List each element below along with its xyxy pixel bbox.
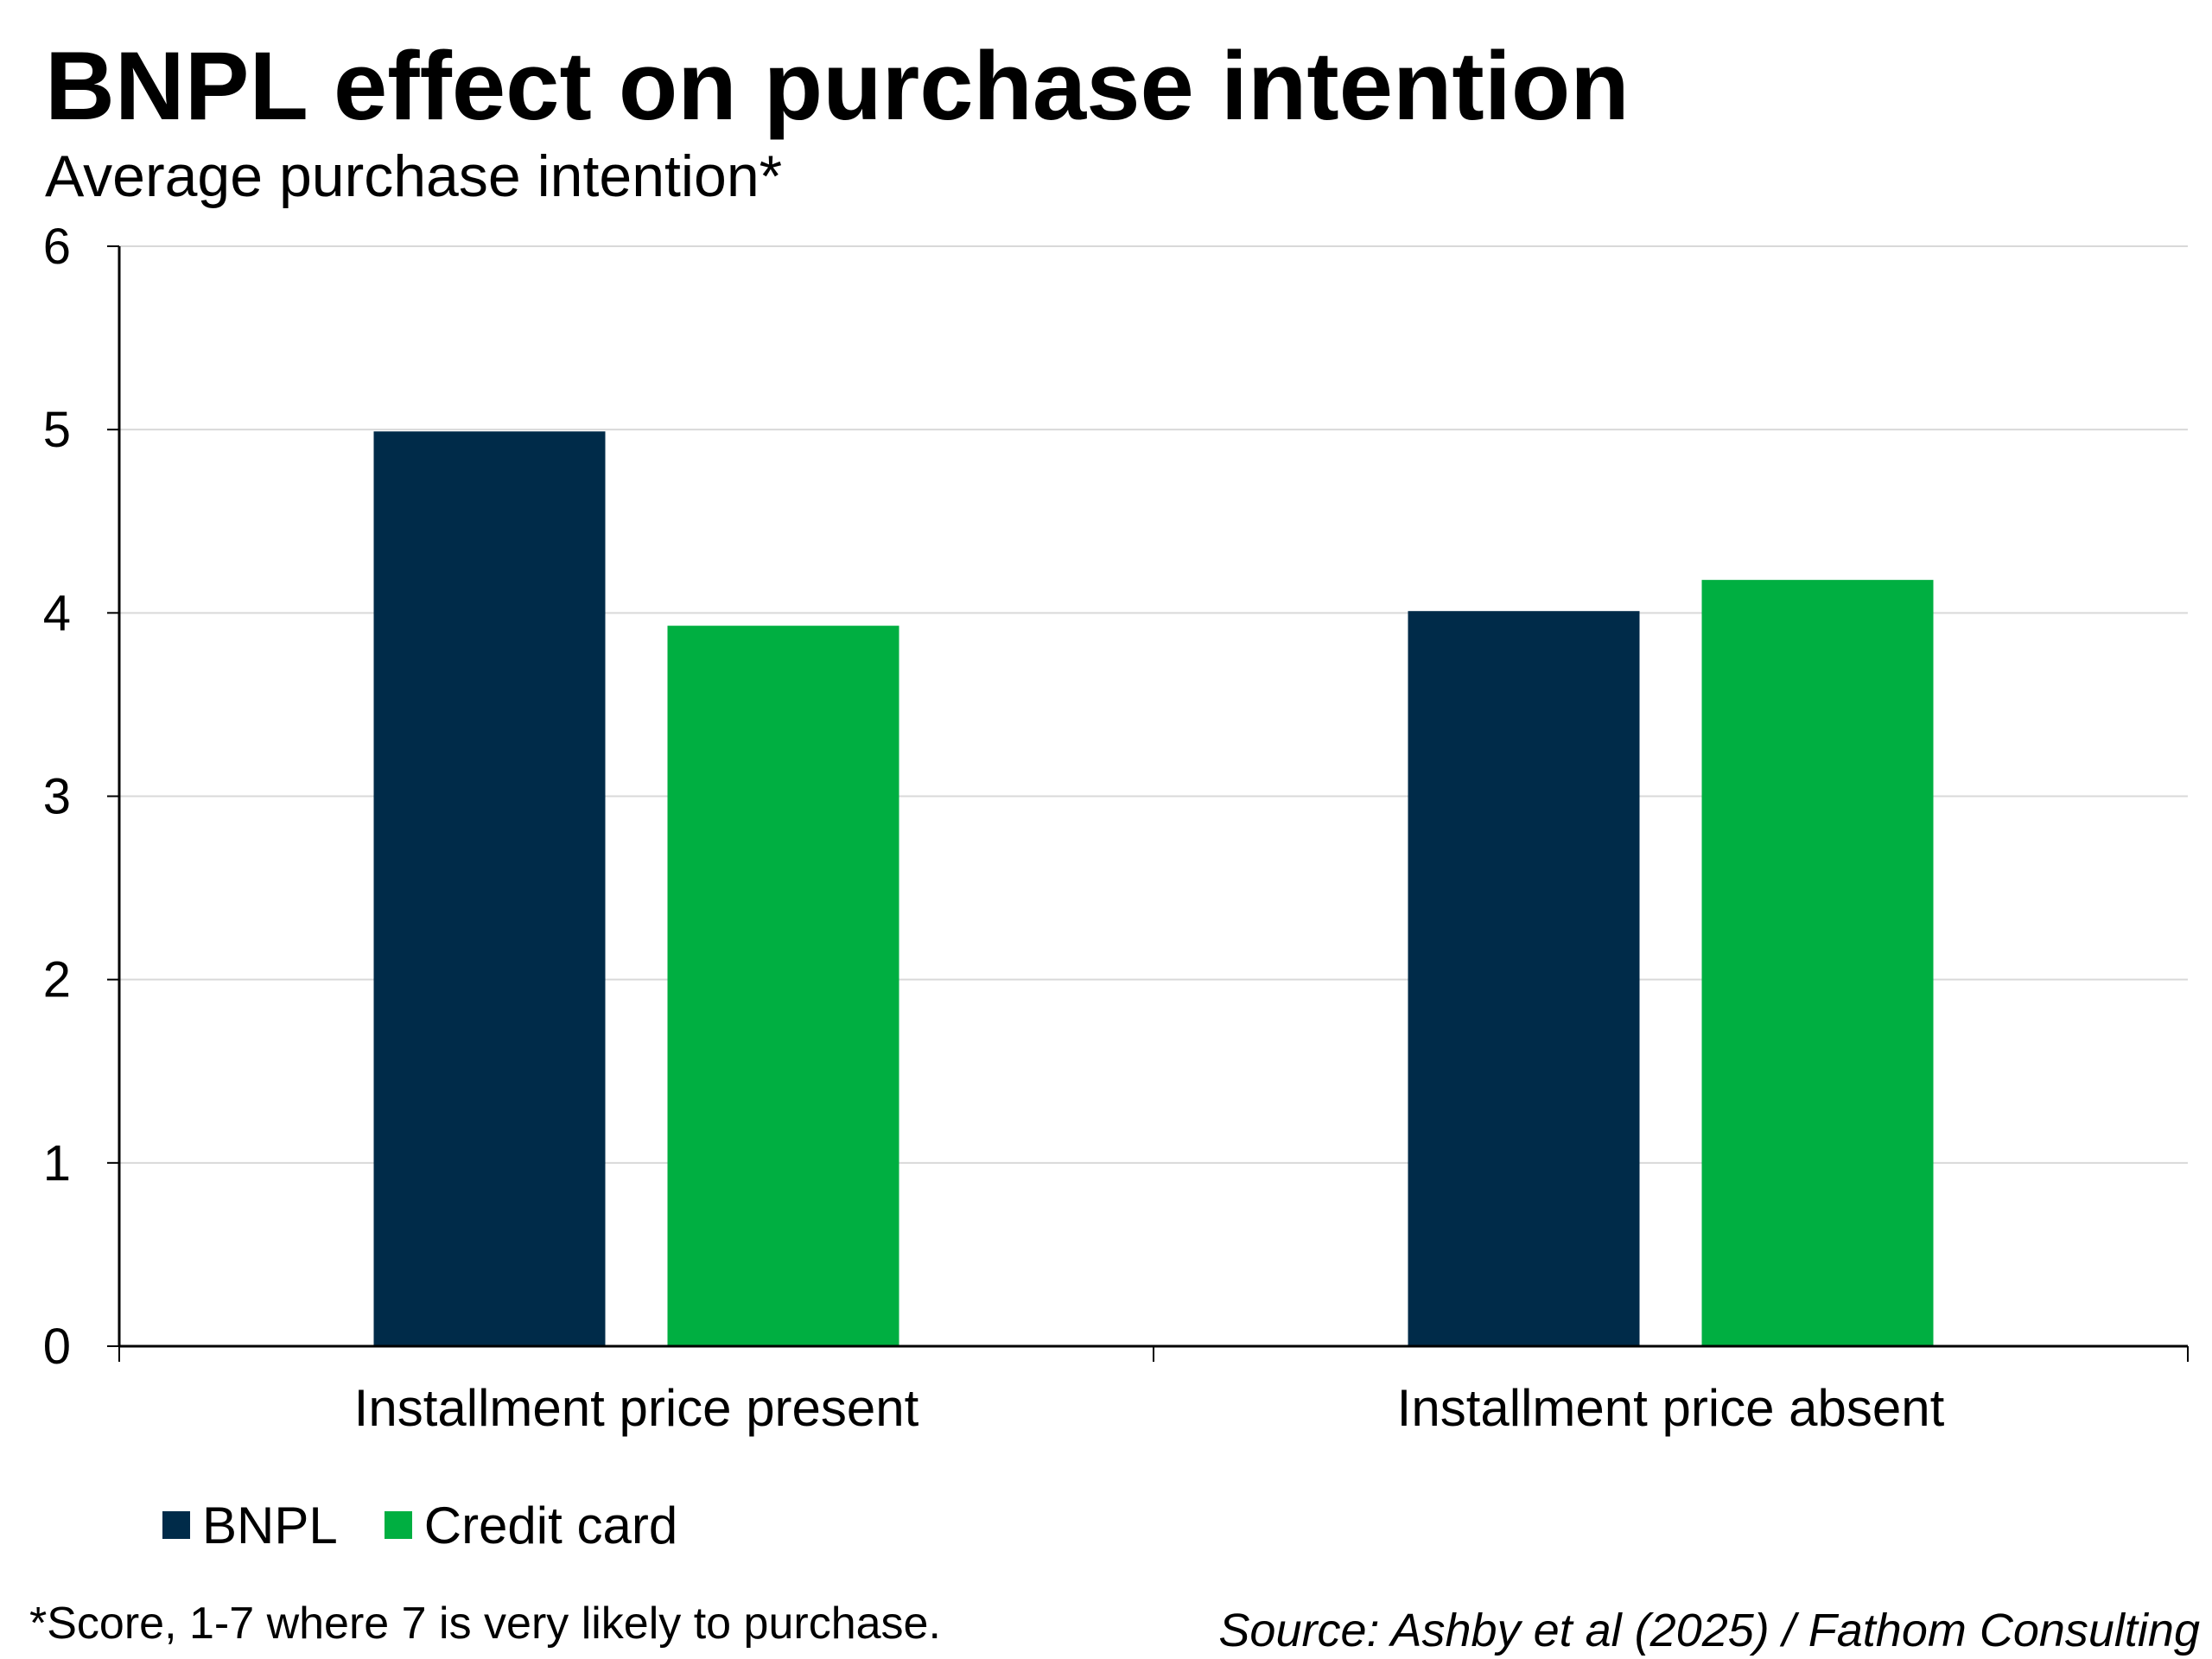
y-tick-label: 2 [43, 952, 71, 1008]
x-tick-label: Installment price present [354, 1379, 919, 1437]
chart-subtitle: Average purchase intention* [45, 143, 783, 209]
x-tick-label: Installment price absent [1397, 1379, 1945, 1437]
y-tick-label: 1 [43, 1135, 71, 1192]
legend-item-bnpl: BNPL [162, 1496, 338, 1555]
y-tick-label: 6 [43, 219, 71, 275]
legend-item-credit-card: Credit card [384, 1496, 678, 1555]
bar-credit-card [667, 626, 899, 1346]
legend-label-bnpl: BNPL [202, 1496, 338, 1554]
bar-credit-card [1701, 580, 1934, 1346]
y-tick-label: 0 [43, 1319, 71, 1375]
legend-swatch-credit-card [384, 1511, 412, 1539]
legend-swatch-bnpl [162, 1511, 190, 1539]
source-note: Source: Ashby et al (2025) / Fathom Cons… [1218, 1605, 2200, 1656]
y-tick-label: 3 [43, 769, 71, 825]
bar-bnpl [1408, 611, 1640, 1346]
chart-title: BNPL effect on purchase intention [45, 32, 1630, 140]
y-tick-label: 4 [43, 585, 71, 641]
bar-bnpl [373, 431, 606, 1346]
y-tick-label: 5 [43, 402, 71, 458]
chart-legend: BNPL Credit card [162, 1486, 724, 1564]
footnote: *Score, 1-7 where 7 is very likely to pu… [29, 1599, 941, 1649]
legend-label-credit-card: Credit card [423, 1496, 678, 1554]
